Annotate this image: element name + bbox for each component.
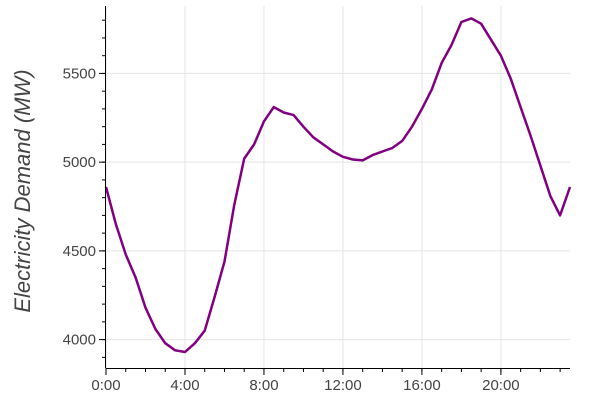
x-tick-label: 8:00 <box>249 377 278 394</box>
x-tick-label: 16:00 <box>403 377 441 394</box>
x-tick-label: 20:00 <box>482 377 520 394</box>
y-tick-label: 4500 <box>63 243 96 260</box>
y-axis-title: Electricity Demand (MW) <box>10 69 35 312</box>
y-tick-label: 5500 <box>63 65 96 82</box>
x-tick-label: 0:00 <box>91 377 120 394</box>
series-layer <box>104 17 572 354</box>
y-tick-label: 4000 <box>63 332 96 349</box>
demand-series-line <box>104 17 572 354</box>
axes: 0:00 4:00 8:00 12:00 16:00 20:00 4000 4500 5000 5… <box>63 6 570 394</box>
x-tick-label: 4:00 <box>170 377 199 394</box>
x-tick-label: 12:00 <box>324 377 362 394</box>
y-tick-label: 5000 <box>63 154 96 171</box>
grid-lines <box>105 6 570 368</box>
